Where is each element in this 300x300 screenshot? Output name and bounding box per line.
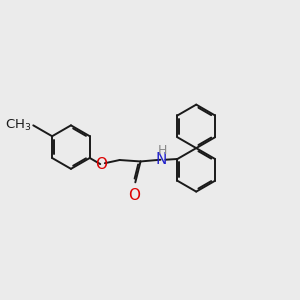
Text: CH$_3$: CH$_3$ [5,118,32,133]
Text: O: O [128,188,140,202]
Text: N: N [156,152,167,167]
Text: O: O [95,157,107,172]
Text: H: H [157,144,167,157]
